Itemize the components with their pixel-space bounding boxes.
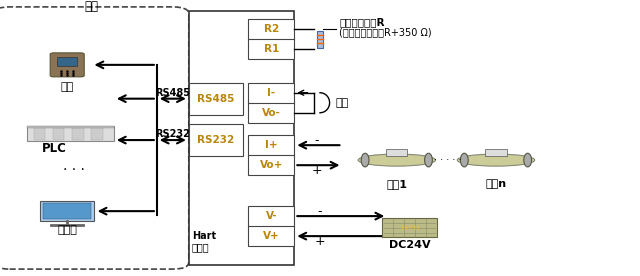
Bar [189, 83, 243, 115]
FancyBboxPatch shape [0, 7, 189, 269]
Bar [189, 124, 243, 156]
Text: -: - [314, 134, 319, 147]
Bar [43, 203, 92, 219]
Bar [27, 126, 114, 129]
Text: +: + [315, 235, 325, 248]
Text: 串入外部电阵R: 串入外部电阵R [339, 17, 385, 27]
Text: -: - [317, 205, 323, 218]
Bar [387, 150, 408, 156]
Text: 从机1: 从机1 [387, 179, 407, 189]
Text: (实际采样电阵为R+350 Ω): (实际采样电阵为R+350 Ω) [339, 27, 432, 37]
Text: 主机: 主机 [84, 0, 98, 14]
Text: DC24V: DC24V [388, 240, 431, 250]
FancyBboxPatch shape [50, 53, 84, 77]
Ellipse shape [358, 154, 436, 166]
Text: R2: R2 [264, 24, 279, 34]
Text: Hart
转换器: Hart 转换器 [192, 231, 216, 252]
Text: +: + [312, 164, 322, 177]
Text: I-: I- [268, 88, 275, 98]
Text: R1: R1 [264, 44, 279, 54]
Bar [27, 126, 114, 142]
Ellipse shape [424, 153, 433, 167]
Ellipse shape [460, 153, 468, 167]
Bar [58, 57, 77, 66]
Bar [383, 218, 437, 237]
Bar [92, 128, 103, 140]
Bar [248, 83, 294, 123]
Text: V+: V+ [263, 231, 280, 241]
Bar [486, 150, 507, 156]
Text: 从机n: 从机n [485, 179, 507, 189]
Bar [53, 128, 65, 140]
Ellipse shape [524, 153, 532, 167]
Text: 手持: 手持 [61, 82, 74, 92]
Text: · · · · ·: · · · · · [435, 155, 461, 165]
Bar [317, 31, 323, 47]
Text: HιPH: HιPH [400, 225, 419, 231]
Text: · · ·: · · · [63, 163, 84, 177]
Bar [248, 19, 294, 59]
Text: V-: V- [266, 211, 277, 221]
Text: Vo-: Vo- [262, 108, 281, 118]
Text: RS485: RS485 [156, 87, 190, 98]
Text: RS232: RS232 [156, 129, 190, 139]
Bar [34, 128, 45, 140]
Ellipse shape [361, 153, 369, 167]
Text: I+: I+ [265, 140, 278, 150]
Bar [248, 135, 294, 175]
Bar [189, 11, 294, 265]
Bar [72, 128, 83, 140]
Text: 短接: 短接 [336, 98, 349, 108]
Text: 计算机: 计算机 [57, 225, 77, 235]
Bar [40, 201, 94, 221]
Text: PLC: PLC [42, 142, 67, 155]
Bar [248, 206, 294, 246]
Text: RS485: RS485 [197, 94, 235, 104]
Text: RS232: RS232 [197, 135, 235, 145]
Text: Vo+: Vo+ [260, 160, 283, 170]
Ellipse shape [457, 154, 535, 166]
